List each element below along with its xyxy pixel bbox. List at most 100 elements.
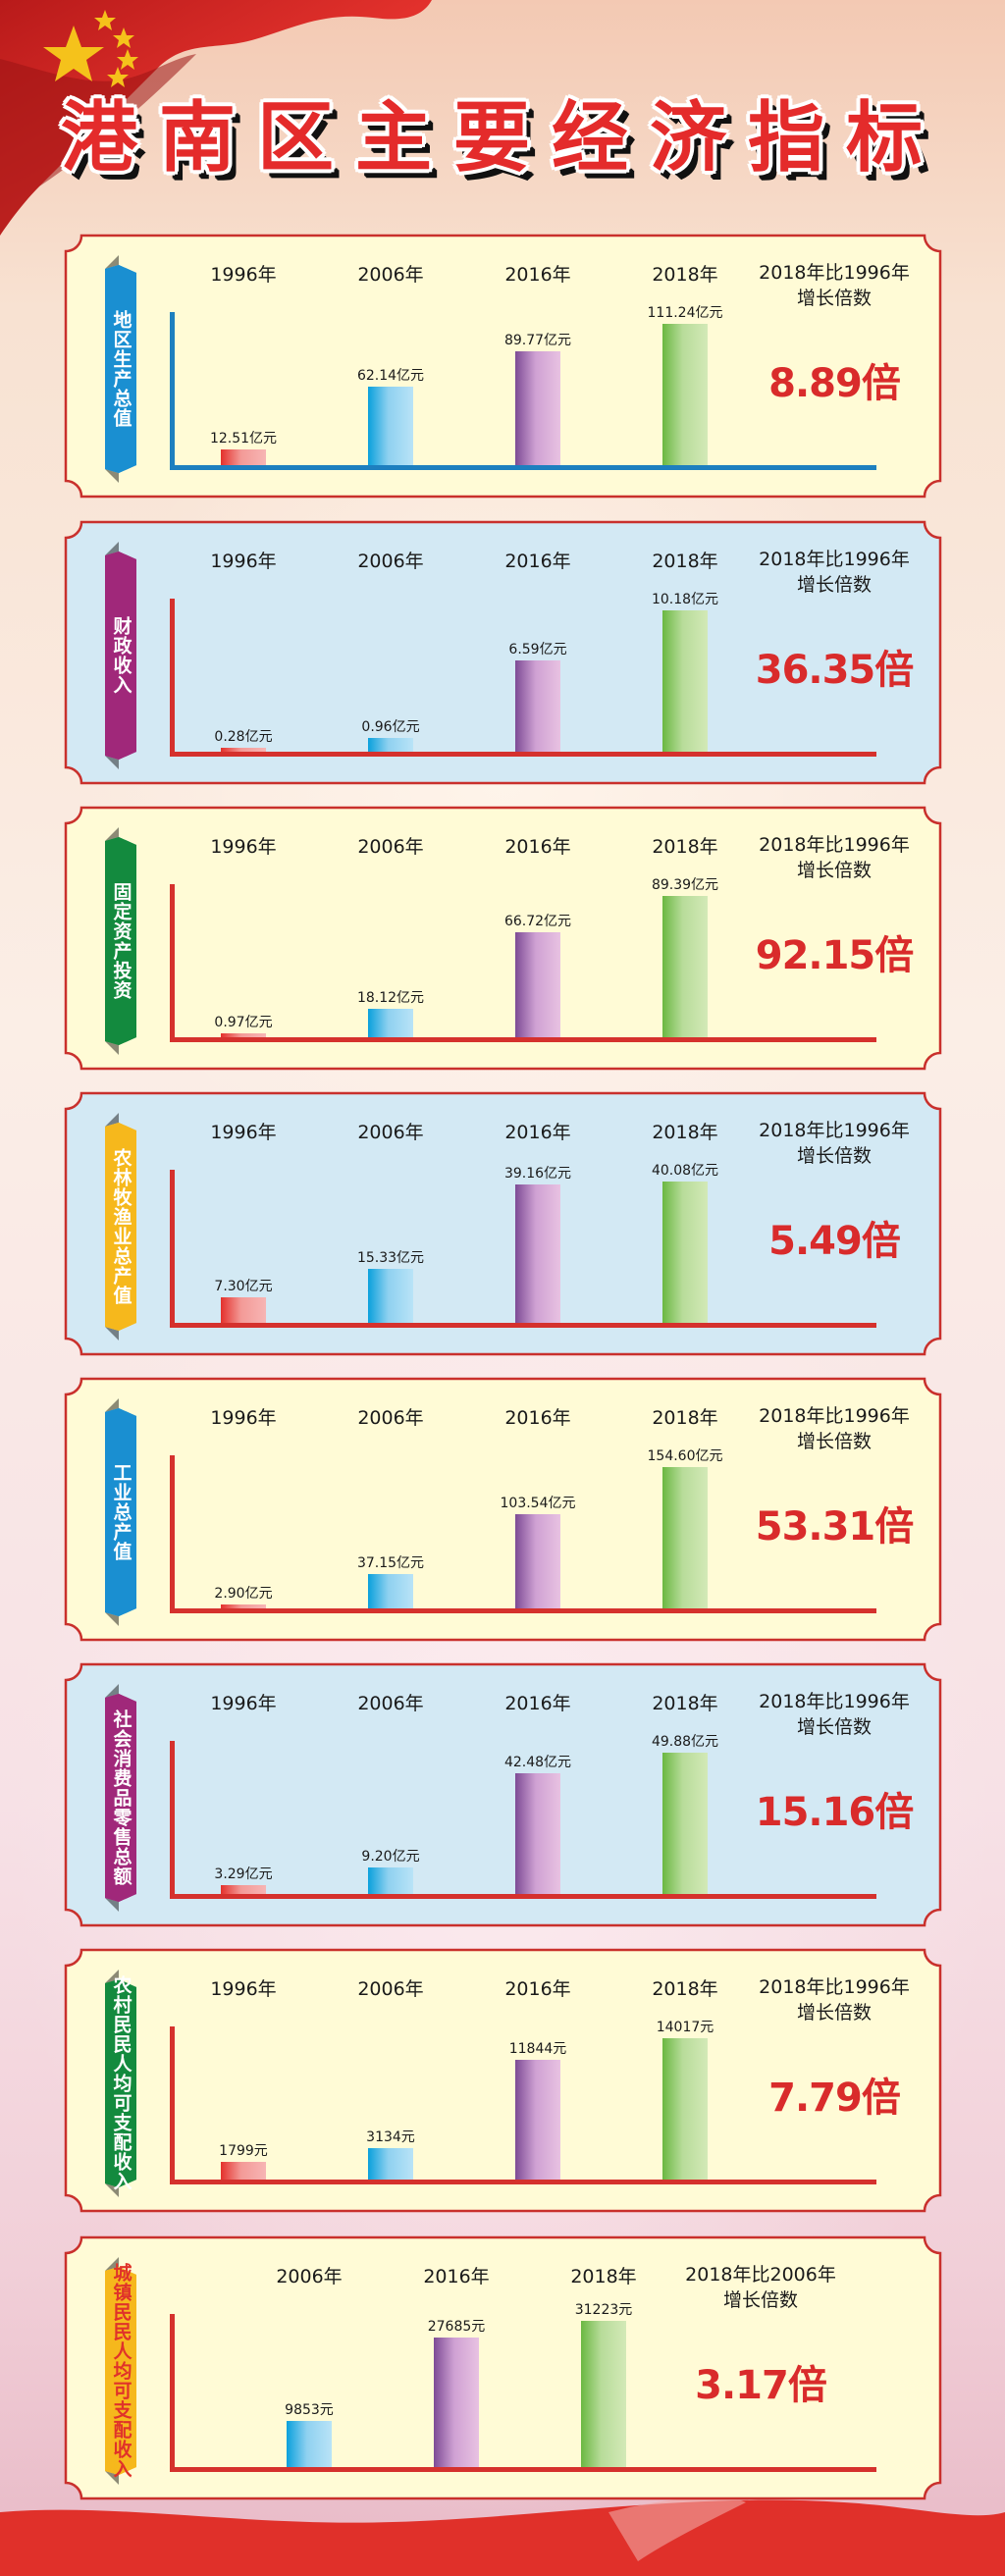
indicator-label: 社会消费品零售总额 xyxy=(110,1709,132,1886)
bar-value-label: 103.54亿元 xyxy=(500,1496,576,1511)
x-axis-line xyxy=(170,2180,876,2184)
growth-ratio-value: 92.15倍 xyxy=(755,933,915,978)
panel-8: 城镇民民人均可支配收入 2006年 9853元 2016年 27685元 2018年 31… xyxy=(64,2235,942,2500)
red-cloth-decoration xyxy=(0,2497,1005,2576)
bar-2016 xyxy=(515,351,560,465)
year-header: 1996年 xyxy=(210,836,277,858)
year-header: 2006年 xyxy=(357,264,424,286)
x-axis-line xyxy=(170,1323,876,1328)
panel-frame xyxy=(64,520,942,785)
panel-frame xyxy=(64,806,942,1071)
bar-value-label: 89.77亿元 xyxy=(503,333,572,348)
growth-ratio-header: 2018年比1996年 增长倍数 xyxy=(746,832,923,883)
bar-value-label: 14017元 xyxy=(656,2020,714,2035)
bar-value-label: 3134元 xyxy=(366,2129,415,2145)
flag-decoration xyxy=(0,0,432,236)
year-header: 2006年 xyxy=(357,551,424,572)
year-header: 1996年 xyxy=(210,551,277,572)
bar-value-label: 6.59亿元 xyxy=(508,642,567,657)
x-axis-line xyxy=(170,465,876,470)
bar-1996 xyxy=(221,1033,266,1037)
bar-value-label: 27685元 xyxy=(427,2319,486,2335)
bar-2018 xyxy=(662,610,708,752)
y-axis-line xyxy=(170,1741,175,1897)
panel-frame xyxy=(64,1662,942,1927)
year-header: 2018年 xyxy=(652,836,718,858)
bar-2016 xyxy=(515,932,560,1037)
bar-2016 xyxy=(515,1514,560,1608)
bar-1996 xyxy=(221,1885,266,1894)
bar-2006 xyxy=(287,2421,332,2467)
panel-6: 社会消费品零售总额 1996年 3.29亿元 2006年 9.20亿元 2016年 42.… xyxy=(64,1662,942,1927)
growth-ratio-header: 2018年比1996年 增长倍数 xyxy=(746,260,923,311)
growth-ratio-value: 15.16倍 xyxy=(755,1790,915,1835)
growth-ratio-header: 2018年比1996年 增长倍数 xyxy=(746,1689,923,1740)
x-axis-line xyxy=(170,1894,876,1899)
year-header: 2016年 xyxy=(504,264,571,286)
growth-ratio-header-line1: 2018年比1996年 xyxy=(759,1976,910,1998)
x-axis-line xyxy=(170,1608,876,1613)
panel-frame xyxy=(64,1948,942,2213)
panel-1: 地区生产总值 1996年 12.51亿元 2006年 62.14亿元 2016年 89.7… xyxy=(64,234,942,499)
growth-ratio-header-line1: 2018年比1996年 xyxy=(759,1120,910,1141)
growth-ratio-header: 2018年比1996年 增长倍数 xyxy=(746,1118,923,1169)
bar-1996 xyxy=(221,1297,266,1323)
growth-ratio-header-line1: 2018年比2006年 xyxy=(685,2264,836,2286)
panel-frame xyxy=(64,2235,942,2500)
growth-ratio-header-line2: 增长倍数 xyxy=(796,288,872,309)
bar-value-label: 62.14亿元 xyxy=(356,368,425,384)
bar-2018 xyxy=(581,2321,626,2467)
indicator-ribbon: 固定资产投资 xyxy=(105,827,136,1055)
y-axis-line xyxy=(170,312,175,468)
growth-ratio-header-line1: 2018年比1996年 xyxy=(759,1405,910,1427)
bar-value-label: 39.16亿元 xyxy=(503,1166,572,1182)
panel-frame xyxy=(64,234,942,499)
year-header: 2016年 xyxy=(504,836,571,858)
growth-ratio-header-line2: 增长倍数 xyxy=(796,1716,872,1738)
growth-ratio-header-line2: 增长倍数 xyxy=(796,860,872,881)
bar-value-label: 31223元 xyxy=(574,2302,633,2318)
growth-ratio-header-line1: 2018年比1996年 xyxy=(759,262,910,284)
bar-value-label: 0.96亿元 xyxy=(361,719,420,735)
bar-1996 xyxy=(221,2162,266,2180)
year-header: 2016年 xyxy=(504,1978,571,2000)
year-header: 2018年 xyxy=(570,2266,637,2287)
bar-2006 xyxy=(368,1009,413,1037)
bar-value-label: 37.15亿元 xyxy=(356,1555,425,1571)
panel-4: 农林牧渔业总产值 1996年 7.30亿元 2006年 15.33亿元 2016年 39.… xyxy=(64,1091,942,1356)
bar-2016 xyxy=(515,1773,560,1894)
bar-2018 xyxy=(662,2038,708,2180)
bar-2016 xyxy=(515,2060,560,2180)
year-header: 2018年 xyxy=(652,551,718,572)
growth-ratio-header: 2018年比1996年 增长倍数 xyxy=(746,1974,923,2025)
year-header: 1996年 xyxy=(210,1407,277,1429)
growth-ratio-value: 7.79倍 xyxy=(768,2076,901,2121)
bar-value-label: 49.88亿元 xyxy=(651,1734,719,1750)
indicator-label: 城镇民民人均可支配收入 xyxy=(110,2263,132,2479)
bar-value-label: 18.12亿元 xyxy=(356,990,425,1006)
x-axis-line xyxy=(170,2467,876,2472)
bar-2018 xyxy=(662,1467,708,1608)
year-header: 2018年 xyxy=(652,1693,718,1714)
bar-2018 xyxy=(662,1753,708,1894)
bar-value-label: 12.51亿元 xyxy=(209,431,278,447)
year-header: 2016年 xyxy=(504,1122,571,1143)
growth-ratio-header-line2: 增长倍数 xyxy=(796,574,872,596)
year-header: 1996年 xyxy=(210,1122,277,1143)
indicator-ribbon: 地区生产总值 xyxy=(105,255,136,483)
bar-value-label: 15.33亿元 xyxy=(356,1250,425,1266)
y-axis-line xyxy=(170,884,175,1040)
bar-value-label: 0.28亿元 xyxy=(214,729,273,745)
bar-2006 xyxy=(368,2148,413,2180)
year-header: 2006年 xyxy=(357,836,424,858)
indicator-ribbon: 农村民民人均可支配收入 xyxy=(105,1970,136,2197)
bar-value-label: 7.30亿元 xyxy=(214,1279,273,1294)
bar-2018 xyxy=(662,324,708,465)
bar-value-label: 111.24亿元 xyxy=(647,305,723,321)
year-header: 1996年 xyxy=(210,1693,277,1714)
panel-frame xyxy=(64,1091,942,1356)
bar-value-label: 2.90亿元 xyxy=(214,1586,273,1602)
y-axis-line xyxy=(170,2314,175,2470)
bar-value-label: 9.20亿元 xyxy=(361,1849,420,1865)
bar-2016 xyxy=(515,660,560,752)
